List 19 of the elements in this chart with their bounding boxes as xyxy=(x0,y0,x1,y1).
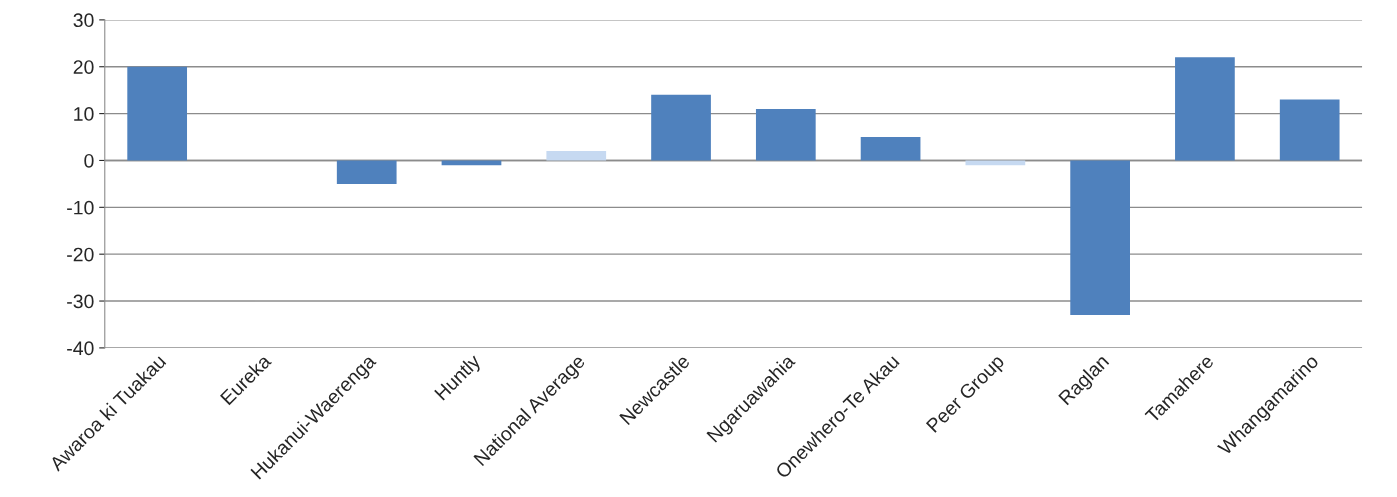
y-tick-label: 20 xyxy=(73,60,94,74)
y-tick-label: -40 xyxy=(67,341,94,356)
bar xyxy=(441,160,502,166)
bar xyxy=(1070,160,1130,316)
y-tick-label: -10 xyxy=(67,200,94,215)
bar xyxy=(1279,99,1340,161)
bar xyxy=(546,151,607,161)
bar xyxy=(965,160,1026,166)
bar xyxy=(1175,57,1235,161)
y-tick-label: 10 xyxy=(74,107,94,121)
bar xyxy=(336,160,397,184)
bar xyxy=(755,108,816,161)
y-tick-label: -20 xyxy=(67,247,94,262)
bar xyxy=(127,66,188,161)
bar xyxy=(651,94,711,161)
y-tick-label: -30 xyxy=(67,294,94,309)
bar xyxy=(860,137,921,161)
y-tick-label: 0 xyxy=(84,153,94,168)
y-tick-label: 30 xyxy=(73,13,94,28)
